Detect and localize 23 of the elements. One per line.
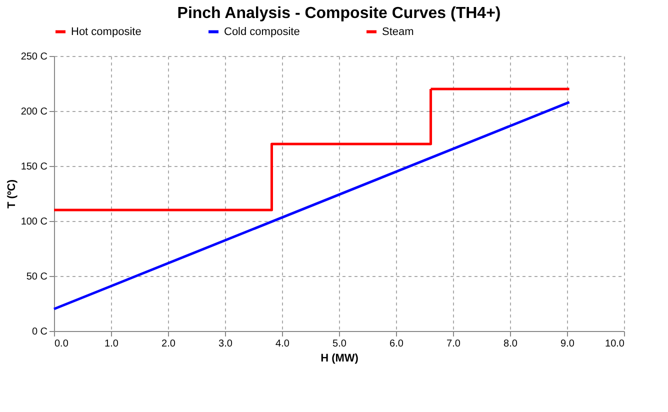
y-tick-label: 150 C: [20, 162, 48, 172]
x-axis-title: H (MW): [320, 352, 359, 364]
y-tick-label: 100 C: [20, 216, 48, 228]
y-tick-label: 200 C: [20, 106, 48, 118]
x-tick-label: 6.0: [390, 338, 404, 350]
x-tick-label: 5.0: [332, 338, 347, 350]
x-tick-label: 4.0: [276, 338, 290, 350]
legend-label: Cold composite: [224, 26, 300, 38]
y-tick-label: 0 C: [32, 326, 48, 338]
y-axis-title: T (ºC): [6, 179, 18, 209]
x-tick-label: 2.0: [162, 338, 176, 350]
x-tick-label: 9.0: [560, 338, 575, 350]
x-tick-label: 7.0: [446, 338, 461, 350]
y-tick-label: 50 C: [26, 272, 48, 282]
x-tick-label: 10.0: [605, 338, 625, 350]
x-tick-label: 3.0: [218, 338, 233, 350]
x-tick-label: 8.0: [504, 338, 518, 350]
x-tick-label: 1.0: [104, 338, 119, 350]
y-tick-label: 250 C: [20, 52, 48, 62]
legend-label: Steam: [382, 26, 414, 38]
x-tick-label: 0.0: [54, 338, 69, 350]
chart-title: Pinch Analysis - Composite Curves (TH4+): [177, 5, 501, 22]
legend-label: Hot composite: [71, 26, 142, 38]
